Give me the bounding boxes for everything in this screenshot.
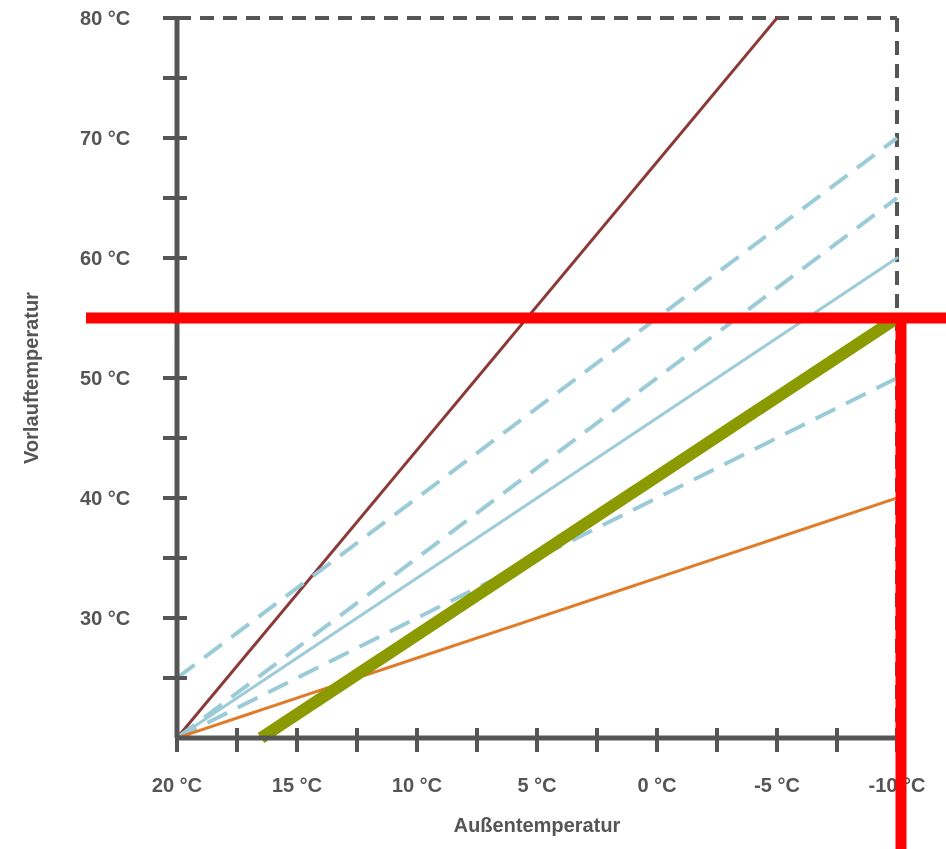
heating-curves	[175, 16, 901, 744]
y-tick-label: 30 °C	[80, 608, 130, 630]
series-line-4	[175, 256, 899, 740]
x-tick-label: -5 °C	[754, 775, 800, 797]
operating-point-markers	[86, 312, 946, 849]
y-tick-label: 70 °C	[80, 128, 130, 150]
y-axis-title: Vorlauftemperatur	[21, 292, 43, 464]
series-line-6	[175, 496, 899, 740]
series-line-7	[257, 312, 901, 744]
x-tick-label: 10 °C	[392, 775, 442, 797]
series-line-1	[175, 16, 779, 740]
x-axis-title: Außentemperatur	[454, 815, 621, 837]
x-tick-label: 20 °C	[152, 775, 202, 797]
y-tick-label: 60 °C	[80, 248, 130, 270]
reference-box	[177, 16, 899, 738]
axes	[174, 16, 897, 741]
y-tick-label: 80 °C	[80, 8, 130, 30]
series-line-2	[175, 136, 899, 680]
y-axis-ticks: 30 °C 40 °C 50 °C 60 °C 70 °C 80 °C	[80, 8, 187, 680]
x-tick-label: 0 °C	[637, 775, 676, 797]
x-tick-label: 5 °C	[517, 775, 556, 797]
x-axis-ticks: 20 °C 15 °C 10 °C 5 °C 0 °C -5 °C -10 °C	[152, 728, 925, 797]
y-tick-label: 40 °C	[80, 488, 130, 510]
y-tick-label: 50 °C	[80, 368, 130, 390]
x-tick-label: 15 °C	[272, 775, 322, 797]
series-line-3	[175, 196, 899, 740]
